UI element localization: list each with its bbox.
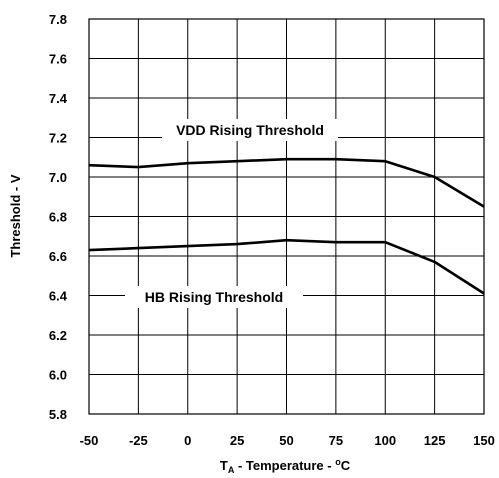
x-tick-label-0: -50 bbox=[80, 433, 99, 448]
x-tick-label-7: 125 bbox=[424, 433, 446, 448]
y-tick-label-10: 7.8 bbox=[49, 12, 67, 27]
x-axis-title: TA - Temperature - oC bbox=[220, 457, 351, 475]
y-tick-label-6: 7.0 bbox=[49, 170, 67, 185]
y-tick-label-4: 6.6 bbox=[49, 249, 67, 264]
series-line-1 bbox=[88, 238, 485, 295]
x-tick-label-8: 150 bbox=[473, 433, 495, 448]
annotations: VDD Rising Threshold HB Rising Threshold bbox=[125, 119, 338, 308]
annotation-bg-1 bbox=[125, 286, 303, 308]
series-annotation-0: VDD Rising Threshold bbox=[176, 122, 324, 138]
y-tick-label-1: 6.0 bbox=[49, 368, 67, 383]
series-lines bbox=[88, 157, 485, 295]
y-tick-label-0: 5.8 bbox=[49, 407, 67, 422]
series-line-0 bbox=[88, 157, 485, 208]
y-axis-title: Threshold - V bbox=[8, 174, 23, 257]
y-tick-labels: 5.8 6.0 6.2 6.4 6.6 6.8 7.0 7.2 7.4 7.6 7.8 bbox=[49, 12, 68, 422]
plot-frame bbox=[88, 18, 485, 415]
x-tick-label-3: 25 bbox=[230, 433, 244, 448]
y-tick-label-9: 7.6 bbox=[49, 52, 67, 67]
grid bbox=[88, 18, 485, 415]
series-annotation-1: HB Rising Threshold bbox=[145, 289, 283, 305]
x-tick-label-4: 50 bbox=[279, 433, 293, 448]
x-axis-title-text: - Temperature - bbox=[234, 458, 335, 473]
y-tick-label-8: 7.4 bbox=[49, 91, 68, 106]
x-tick-label-6: 100 bbox=[374, 433, 396, 448]
y-tick-label-2: 6.2 bbox=[49, 328, 67, 343]
x-tick-label-1: -25 bbox=[129, 433, 148, 448]
annotation-bg-0 bbox=[162, 119, 338, 141]
x-axis-title-main: T bbox=[220, 458, 228, 473]
x-tick-labels: -50 -25 0 25 50 75 100 125 150 bbox=[80, 433, 495, 448]
x-axis-title-degree: o bbox=[335, 457, 341, 467]
x-tick-label-2: 0 bbox=[184, 433, 191, 448]
x-axis-title-subscript: A bbox=[228, 465, 235, 475]
x-tick-label-5: 75 bbox=[329, 433, 343, 448]
x-axis-title-unit: C bbox=[341, 458, 351, 473]
y-tick-label-7: 7.2 bbox=[49, 131, 67, 146]
plot-border bbox=[88, 18, 485, 415]
y-tick-label-5: 6.8 bbox=[49, 210, 67, 225]
y-tick-label-3: 6.4 bbox=[49, 289, 68, 304]
